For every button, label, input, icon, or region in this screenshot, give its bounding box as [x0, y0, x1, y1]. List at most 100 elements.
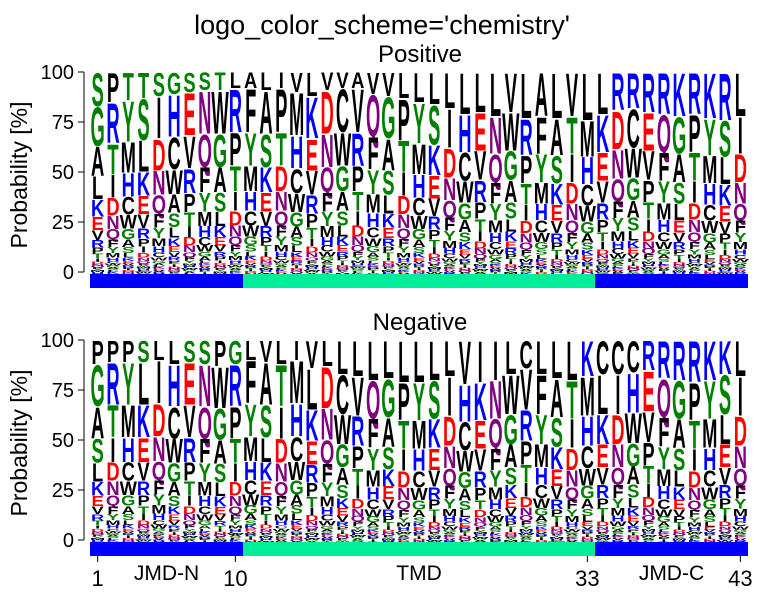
positive-letter: L	[444, 63, 455, 119]
negative-letter: K	[535, 525, 549, 530]
negative-letter: G	[274, 531, 288, 534]
positive-letter: M	[90, 270, 105, 273]
negative-letter: K	[229, 539, 243, 542]
negative-letter: E	[581, 521, 593, 528]
positive-letter: C	[122, 192, 135, 221]
positive-letter: N	[718, 258, 731, 263]
positive-letter: S	[367, 256, 379, 262]
positive-letter: G	[595, 272, 609, 275]
positive-letter: T	[582, 266, 593, 269]
positive-letter: D	[106, 193, 119, 221]
positive-letter: E	[153, 268, 166, 271]
positive-letter: G	[244, 235, 258, 248]
region-label-jmd-c: JMD-C	[639, 562, 704, 585]
negative-letter: F	[322, 459, 333, 488]
positive-letter: G	[91, 96, 105, 158]
positive-letter: Q	[595, 258, 609, 263]
positive-letter: T	[92, 253, 104, 260]
positive-letter: C	[565, 258, 579, 263]
negative-letter: T	[459, 532, 470, 535]
negative-letter: P	[199, 538, 212, 541]
positive-letter: E	[627, 247, 639, 256]
negative-letter: H	[168, 355, 181, 420]
positive-letter: L	[475, 62, 486, 124]
positive-letter: R	[183, 162, 196, 201]
x-tick-label: 10	[223, 566, 247, 591]
positive-letter: K	[366, 263, 380, 266]
positive-letter: F	[260, 265, 271, 268]
positive-letter: Y	[336, 271, 349, 274]
positive-letter: P	[352, 159, 364, 199]
positive-letter: P	[336, 256, 348, 262]
positive-letter: Y	[367, 163, 379, 202]
negative-letter: Q	[381, 534, 395, 537]
positive-letter: G	[412, 227, 426, 243]
figure-suptitle: logo_color_scheme='chemistry'	[194, 10, 570, 40]
positive-letter: G	[198, 250, 212, 258]
negative-letter: S	[382, 442, 394, 476]
positive-letter: Y	[658, 176, 670, 210]
negative-letter: L	[199, 528, 210, 532]
negative-letter: T	[92, 519, 104, 526]
negative-letter: G	[121, 492, 135, 509]
negative-y-tick-label: 0	[63, 530, 74, 552]
negative-letter: Q	[580, 540, 594, 543]
positive-letter: W	[211, 80, 229, 148]
positive-letter: S	[336, 207, 348, 230]
positive-letter: T	[643, 199, 654, 225]
positive-letter: S	[214, 187, 226, 217]
positive-letter: V	[382, 66, 394, 103]
positive-letter: P	[581, 264, 594, 267]
positive-letter: M	[580, 113, 595, 169]
positive-letter: D	[443, 140, 456, 187]
negative-letter: D	[703, 538, 716, 541]
negative-letter: A	[168, 479, 182, 501]
positive-letter: I	[416, 268, 421, 271]
positive-letter: E	[612, 269, 625, 272]
negative-letter: F	[337, 538, 348, 541]
negative-letter: L	[138, 352, 149, 418]
negative-letter: C	[198, 505, 211, 518]
negative-letter: Q	[672, 534, 686, 537]
positive-letter: D	[168, 267, 181, 270]
positive-letter: L	[658, 261, 669, 265]
negative-letter: D	[474, 509, 488, 520]
negative-letter: N	[734, 441, 747, 475]
positive-letter: M	[488, 217, 503, 236]
positive-letter: A	[213, 161, 226, 200]
negative-letter: W	[181, 536, 199, 539]
negative-letter: H	[321, 505, 334, 517]
positive-letter: Y	[734, 231, 747, 245]
negative-letter: H	[122, 431, 135, 470]
positive-letter: Q	[488, 146, 502, 191]
positive-letter: I	[462, 266, 467, 269]
positive-letter: I	[279, 69, 284, 93]
negative-letter: T	[536, 537, 547, 540]
positive-letter: I	[126, 268, 131, 271]
negative-letter: G	[366, 515, 380, 524]
positive-letter: K	[703, 60, 716, 132]
negative-letter: W	[655, 507, 673, 519]
negative-letter: N	[611, 438, 624, 475]
negative-letter: G	[626, 437, 640, 474]
negative-letter: M	[503, 540, 518, 543]
positive-letter: T	[107, 136, 118, 184]
positive-letter: L	[276, 268, 287, 271]
negative-letter: M	[595, 535, 610, 538]
negative-letter: K	[428, 412, 441, 457]
negative-letter: K	[397, 538, 411, 541]
positive-letter: I	[569, 146, 574, 191]
positive-letter: T	[291, 265, 302, 268]
negative-letter: H	[412, 444, 425, 478]
positive-letter: W	[288, 188, 306, 218]
positive-letter: M	[258, 268, 273, 271]
negative-letter: L	[521, 540, 532, 543]
positive-letter: G	[213, 126, 227, 177]
positive-letter: P	[612, 272, 625, 275]
positive-letter: L	[123, 252, 134, 259]
positive-letter: C	[397, 260, 411, 264]
positive-letter: H	[596, 267, 609, 270]
negative-letter: H	[91, 539, 104, 542]
negative-letter: C	[611, 332, 624, 385]
